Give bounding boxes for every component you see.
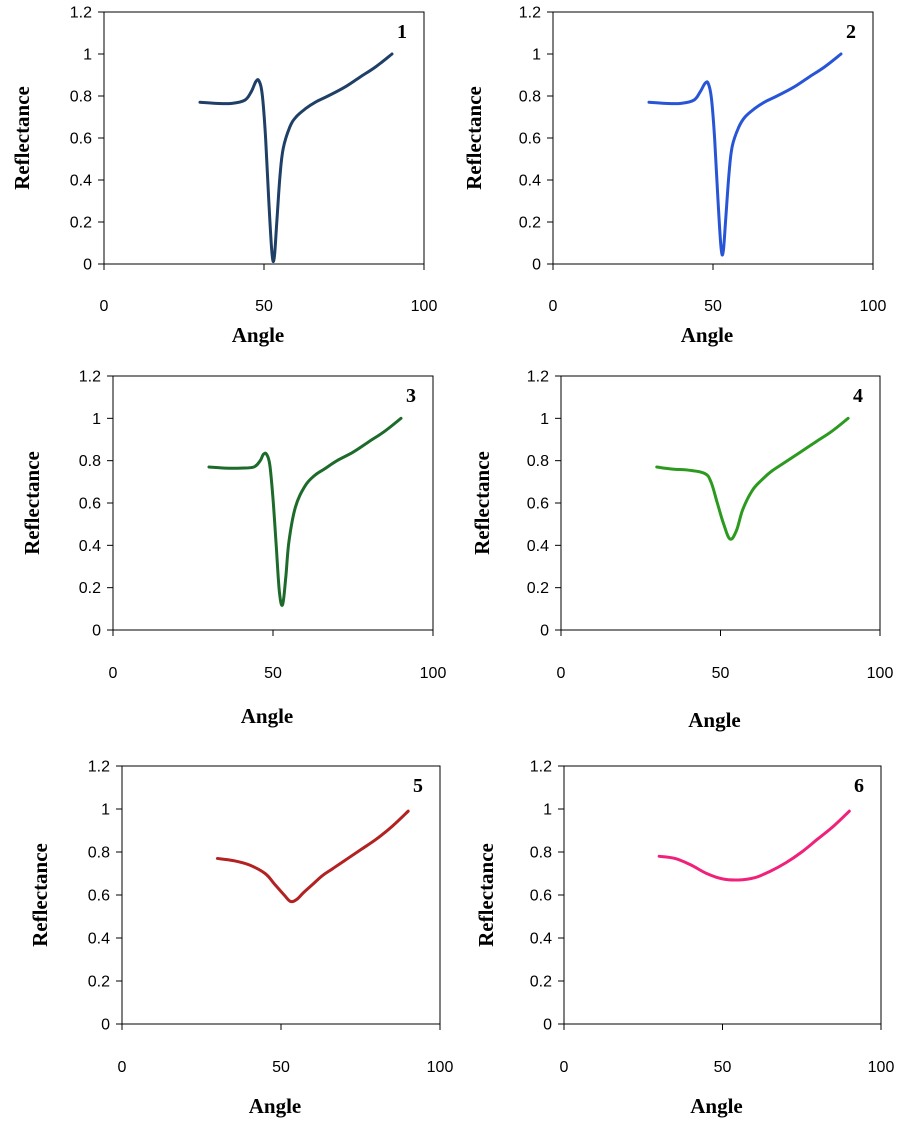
- x-axis-title: Angle: [690, 1094, 743, 1118]
- y-tick-label: 1: [543, 802, 552, 819]
- x-tick-label: 100: [420, 665, 447, 682]
- panel-number-label: 2: [846, 21, 856, 43]
- y-tick-label: 1: [92, 411, 101, 428]
- y-tick-label: 0.8: [70, 89, 92, 106]
- plot-frame: [552, 11, 874, 265]
- x-tick-label: 0: [549, 298, 558, 315]
- y-tick-label: 0.8: [79, 453, 101, 470]
- y-tick-label: 0.6: [79, 496, 101, 513]
- y-tick-label: 1.2: [527, 369, 549, 386]
- y-tick-label: 0.2: [527, 580, 549, 597]
- y-axis-title: Reflectance: [28, 843, 52, 947]
- x-tick-label: 50: [712, 665, 730, 682]
- x-tick-label: 50: [704, 298, 722, 315]
- panel-number-label: 6: [854, 775, 864, 797]
- x-tick-label: 0: [100, 298, 109, 315]
- y-tick-label: 0: [543, 1017, 552, 1034]
- x-axis-title: Angle: [249, 1094, 302, 1118]
- y-tick-label: 1.2: [519, 5, 541, 22]
- y-tick-label: 0.6: [519, 131, 541, 148]
- reflectance-curve: [198, 52, 394, 264]
- y-tick-label: 0.4: [79, 538, 101, 555]
- plot-frame: [563, 765, 882, 1025]
- y-tick-label: 0.4: [527, 538, 549, 555]
- panel-number-label: 3: [406, 385, 416, 407]
- reflectance-curve: [647, 52, 843, 257]
- y-axis-title: Reflectance: [20, 451, 44, 555]
- y-tick-label: 0.4: [88, 931, 110, 948]
- reflectance-curve: [215, 809, 410, 904]
- x-axis-title: Angle: [232, 323, 285, 347]
- x-tick-label: 0: [560, 1059, 569, 1076]
- y-tick-label: 0: [83, 257, 92, 274]
- y-tick-label: 0.2: [70, 215, 92, 232]
- y-tick-label: 0.2: [79, 580, 101, 597]
- y-tick-label: 0.6: [527, 496, 549, 513]
- y-axis-title: Reflectance: [462, 86, 486, 190]
- x-axis-title: Angle: [681, 323, 734, 347]
- y-tick-label: 0: [540, 623, 549, 640]
- reflectance-curve: [657, 809, 851, 882]
- y-tick-label: 0: [101, 1017, 110, 1034]
- y-tick-label: 1: [540, 411, 549, 428]
- reflectance-curve: [655, 416, 850, 541]
- y-tick-label: 0: [532, 257, 541, 274]
- y-axis-title: Reflectance: [470, 451, 494, 555]
- chart-panel-5: 0 0.2 0.4 0.6 0.8 1 1.2 0 50 100 Angle Reflectance 5: [28, 759, 453, 1119]
- panel-number-label: 5: [413, 775, 423, 797]
- x-tick-label: 0: [118, 1059, 127, 1076]
- x-tick-label: 100: [867, 665, 894, 682]
- y-tick-label: 0.8: [530, 845, 552, 862]
- y-tick-label: 1: [101, 802, 110, 819]
- y-tick-label: 0.6: [88, 888, 110, 905]
- x-tick-label: 50: [264, 665, 282, 682]
- chart-panel-3: 0 0.2 0.4 0.6 0.8 1 1.2 0 50 100 Angle Reflectance 3: [20, 369, 446, 729]
- y-axis-title: Reflectance: [10, 86, 34, 190]
- y-tick-label: 1.2: [70, 5, 92, 22]
- plot-frame: [560, 375, 881, 631]
- y-tick-label: 0.4: [70, 173, 92, 190]
- plot-frame: [121, 765, 441, 1025]
- x-tick-label: 0: [109, 665, 118, 682]
- panel-number-label: 1: [397, 21, 407, 43]
- chart-panel-6: 0 0.2 0.4 0.6 0.8 1 1.2 0 50 100 Angle Reflectance 6: [474, 759, 894, 1119]
- x-tick-label: 100: [868, 1059, 895, 1076]
- y-tick-label: 0.4: [519, 173, 541, 190]
- x-tick-label: 100: [411, 298, 438, 315]
- chart-panel-4: 0 0.2 0.4 0.6 0.8 1 1.2 0 50 100 Angle Reflectance 4: [470, 369, 893, 733]
- y-tick-label: 0.2: [519, 215, 541, 232]
- y-tick-label: 0.6: [70, 131, 92, 148]
- x-tick-label: 50: [272, 1059, 290, 1076]
- y-tick-label: 1.2: [88, 759, 110, 776]
- y-tick-label: 0.8: [527, 453, 549, 470]
- x-tick-label: 50: [255, 298, 273, 315]
- y-tick-label: 1: [83, 47, 92, 64]
- y-tick-label: 0.6: [530, 888, 552, 905]
- y-tick-label: 1: [532, 47, 541, 64]
- y-tick-label: 0.2: [530, 974, 552, 991]
- y-tick-label: 0.2: [88, 974, 110, 991]
- y-tick-label: 0.8: [519, 89, 541, 106]
- x-tick-label: 50: [714, 1059, 732, 1076]
- y-tick-label: 0.8: [88, 845, 110, 862]
- x-axis-title: Angle: [241, 704, 294, 728]
- y-tick-label: 1.2: [530, 759, 552, 776]
- chart-panel-1: 0 0.2 0.4 0.6 0.8 1 1.2 0 50 100 Angle Reflectance 1: [10, 5, 437, 348]
- x-tick-label: 0: [557, 665, 566, 682]
- x-tick-label: 100: [860, 298, 887, 315]
- x-axis-title: Angle: [688, 708, 741, 732]
- y-tick-label: 0: [92, 623, 101, 640]
- x-tick-label: 100: [427, 1059, 454, 1076]
- panel-number-label: 4: [853, 385, 863, 407]
- y-tick-label: 0.4: [530, 931, 552, 948]
- reflectance-curve: [207, 416, 403, 607]
- chart-panel-2: 0 0.2 0.4 0.6 0.8 1 1.2 0 50 100 Angle Reflectance 2: [462, 5, 886, 348]
- y-tick-label: 1.2: [79, 369, 101, 386]
- y-axis-title: Reflectance: [474, 843, 498, 947]
- plot-frame: [103, 11, 425, 265]
